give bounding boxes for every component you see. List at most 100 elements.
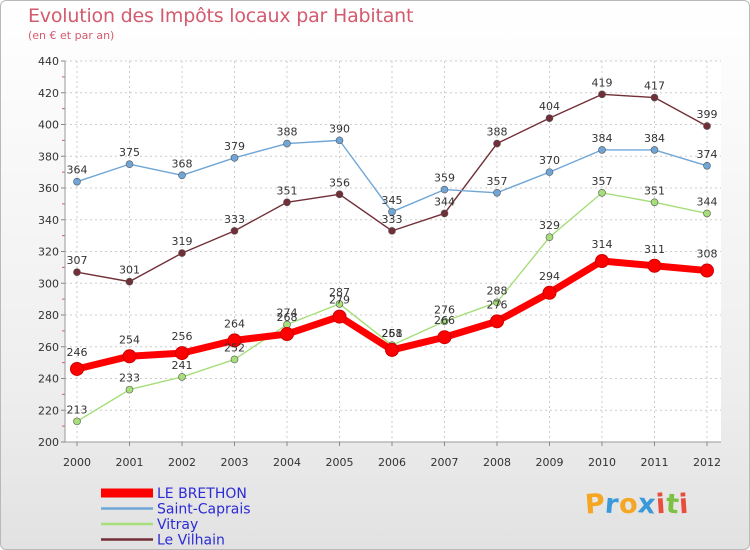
data-point-vitray	[440, 317, 449, 326]
y-tick-label: 280	[38, 309, 59, 322]
y-tick-label: 400	[38, 119, 59, 132]
data-point-le-brethon	[542, 285, 557, 300]
data-point-vitray	[493, 298, 501, 307]
data-label-saint-caprais: 345	[382, 194, 403, 207]
data-label-vitray: 329	[539, 219, 560, 232]
data-label-le-vilhain: 419	[592, 76, 613, 89]
y-tick-label: 300	[38, 277, 59, 290]
data-point-le-vilhain	[650, 93, 659, 102]
data-label-saint-caprais: 364	[67, 164, 88, 177]
x-tick-label: 2002	[168, 456, 196, 469]
data-label-saint-caprais: 357	[487, 175, 508, 188]
data-label-le-brethon: 268	[277, 311, 298, 324]
data-point-vitray	[73, 417, 81, 426]
data-point-le-brethon	[280, 327, 294, 342]
data-point-le-vilhain	[178, 249, 186, 257]
x-tick-label: 2008	[483, 456, 511, 469]
data-point-saint-caprais	[598, 146, 606, 154]
data-label-saint-caprais: 384	[592, 132, 613, 145]
data-label-vitray: 357	[592, 175, 613, 188]
data-label-le-brethon: 276	[487, 298, 508, 311]
data-label-le-brethon: 294	[539, 270, 560, 283]
data-label-le-brethon: 279	[329, 294, 350, 307]
data-label-saint-caprais: 390	[329, 122, 350, 135]
y-tick-label: 420	[38, 87, 59, 100]
data-point-le-vilhain	[703, 122, 711, 130]
data-label-le-vilhain: 319	[172, 235, 193, 248]
data-point-le-brethon	[332, 309, 347, 324]
data-label-le-vilhain: 333	[224, 213, 245, 226]
data-label-le-vilhain: 388	[487, 126, 508, 139]
data-label-le-brethon: 256	[172, 330, 193, 343]
data-label-saint-caprais: 359	[434, 172, 455, 185]
proxiti-logo: Proxiti	[584, 488, 691, 521]
data-label-le-brethon: 311	[644, 243, 665, 256]
data-point-saint-caprais	[650, 146, 659, 154]
data-point-le-brethon	[227, 333, 242, 348]
data-point-le-vilhain	[440, 209, 449, 218]
data-label-vitray: 252	[224, 341, 245, 354]
legend-label-saint-caprais: Saint-Caprais	[157, 502, 251, 518]
data-label-le-vilhain: 307	[67, 254, 88, 267]
y-tick-label: 260	[38, 341, 59, 354]
data-point-le-vilhain	[125, 277, 134, 286]
data-point-saint-caprais	[440, 185, 449, 194]
data-point-saint-caprais	[703, 161, 711, 170]
data-point-vitray	[598, 188, 606, 197]
data-label-vitray: 213	[67, 403, 88, 416]
plot-area	[65, 61, 721, 442]
data-label-vitray: 287	[329, 286, 350, 299]
y-tick-label: 240	[38, 373, 59, 386]
data-point-vitray	[703, 209, 711, 218]
data-point-le-vilhain	[335, 190, 344, 199]
logo-letter: i	[678, 488, 691, 521]
y-tick-label: 380	[38, 150, 59, 163]
y-tick-label: 340	[38, 214, 59, 227]
data-point-le-brethon	[700, 263, 714, 278]
chart-title: Evolution des Impôts locaux par Habitant	[28, 5, 414, 27]
data-point-saint-caprais	[545, 168, 554, 176]
x-tick-label: 2004	[273, 456, 301, 469]
data-point-le-brethon	[122, 349, 137, 364]
data-point-le-vilhain	[545, 114, 554, 122]
data-label-le-vilhain: 333	[382, 213, 403, 226]
data-point-saint-caprais	[230, 154, 239, 162]
data-label-saint-caprais: 375	[119, 146, 140, 159]
data-label-le-brethon: 308	[697, 248, 718, 261]
legend-label-le-brethon: LE BRETHON	[157, 486, 247, 502]
x-tick-label: 2001	[116, 456, 144, 469]
data-label-le-brethon: 264	[224, 317, 245, 330]
data-point-le-vilhain	[493, 139, 501, 148]
x-tick-label: 2012	[693, 456, 721, 469]
y-tick-label: 440	[38, 55, 59, 68]
data-label-vitray: 274	[277, 307, 298, 320]
data-label-saint-caprais: 379	[224, 140, 245, 153]
y-tick-label: 360	[38, 182, 59, 195]
label-layer: 307 301 319 333 351 356 333 344 388 404 419 417 399 3…	[67, 76, 718, 416]
data-label-vitray: 261	[382, 327, 403, 340]
data-point-le-brethon	[647, 258, 662, 273]
data-point-saint-caprais	[283, 139, 291, 148]
data-label-le-vilhain: 344	[434, 195, 455, 208]
data-point-vitray	[230, 355, 239, 364]
data-point-le-brethon	[437, 330, 452, 345]
data-label-saint-caprais: 368	[172, 157, 193, 170]
data-point-vitray	[335, 300, 344, 308]
data-point-le-brethon	[595, 254, 609, 269]
data-point-le-brethon	[175, 346, 189, 361]
data-point-vitray	[178, 373, 186, 381]
data-point-le-vilhain	[73, 268, 81, 276]
chart-subtitle: (en € et par an)	[28, 29, 115, 42]
data-point-vitray	[125, 385, 134, 394]
data-label-le-vilhain: 351	[277, 184, 298, 197]
data-label-le-brethon: 266	[434, 314, 455, 327]
data-point-le-brethon	[385, 342, 399, 357]
data-label-le-vilhain: 417	[644, 80, 665, 93]
data-point-saint-caprais	[125, 160, 134, 168]
data-label-le-brethon: 246	[67, 346, 88, 359]
data-label-saint-caprais: 370	[539, 154, 560, 167]
data-label-le-vilhain: 356	[329, 176, 350, 189]
data-label-vitray: 344	[697, 195, 718, 208]
